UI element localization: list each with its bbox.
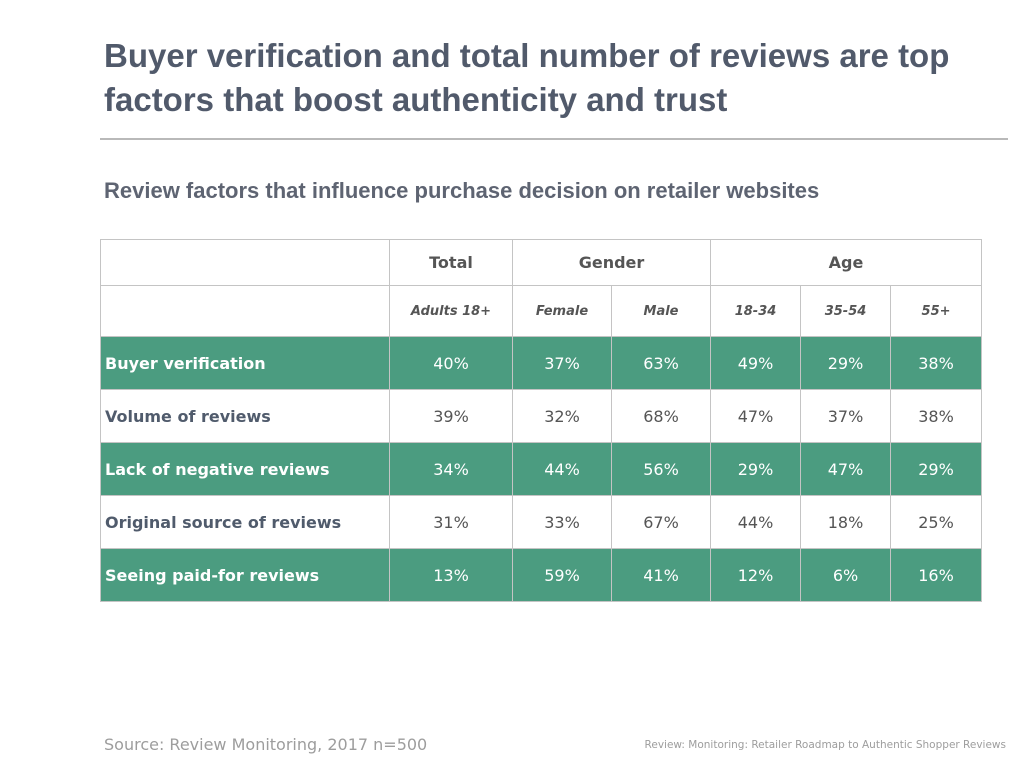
value-cell: 47% [800,442,892,496]
title-divider [100,138,1008,140]
value-cell: 44% [512,442,612,496]
column-header: 18-34 [710,285,802,337]
group-header-gender: Gender [511,239,712,286]
value-cell: 47% [710,389,802,443]
value-cell: 13% [389,548,513,602]
value-cell: 6% [800,548,892,602]
value-cell: 63% [610,336,712,390]
chart-subtitle: Review factors that influence purchase d… [104,178,820,203]
source-note: Source: Review Monitoring, 2017 n=500 [104,735,428,754]
table-row: Original source of reviews 31% 33% 67% 4… [100,495,983,549]
table-row: Seeing paid-for reviews 13% 59% 41% 12% … [100,548,983,602]
value-cell: 16% [890,548,983,602]
value-cell: 31% [389,495,513,549]
column-header: 35-54 [800,285,892,337]
sub-header-row: Adults 18+ Female Male 18-34 35-54 55+ [100,285,983,337]
row-label: Buyer verification [100,336,390,390]
value-cell: 32% [512,389,612,443]
corner-cell [100,239,390,286]
column-header: Male [610,285,712,337]
review-factors-table: Total Gender Age Adults 18+ Female Male … [100,239,983,602]
value-cell: 49% [710,336,802,390]
corner-cell [100,285,390,337]
value-cell: 39% [389,389,513,443]
value-cell: 44% [710,495,802,549]
table-row: Buyer verification 40% 37% 63% 49% 29% 3… [100,336,983,390]
value-cell: 12% [710,548,802,602]
table-row: Lack of negative reviews 34% 44% 56% 29%… [100,442,983,496]
value-cell: 29% [890,442,983,496]
value-cell: 29% [710,442,802,496]
value-cell: 25% [890,495,983,549]
value-cell: 67% [610,495,712,549]
value-cell: 29% [800,336,892,390]
value-cell: 37% [800,389,892,443]
group-header-total: Total [389,239,513,286]
value-cell: 18% [800,495,892,549]
column-header: 55+ [890,285,983,337]
citation-note: Review: Monitoring: Retailer Roadmap to … [644,739,1006,751]
column-header: Female [512,285,612,337]
value-cell: 68% [610,389,712,443]
row-label: Seeing paid-for reviews [100,548,390,602]
value-cell: 38% [890,389,983,443]
value-cell: 59% [512,548,612,602]
value-cell: 56% [610,442,712,496]
value-cell: 40% [389,336,513,390]
value-cell: 41% [610,548,712,602]
value-cell: 33% [512,495,612,549]
group-header-row: Total Gender Age [100,239,983,286]
row-label: Volume of reviews [100,389,390,443]
value-cell: 37% [512,336,612,390]
value-cell: 34% [389,442,513,496]
column-header: Adults 18+ [389,285,513,337]
slide-title: Buyer verification and total number of r… [104,37,950,118]
row-label: Original source of reviews [100,495,390,549]
row-label: Lack of negative reviews [100,442,390,496]
value-cell: 38% [890,336,983,390]
group-header-age: Age [710,239,983,286]
table-row: Volume of reviews 39% 32% 68% 47% 37% 38… [100,389,983,443]
